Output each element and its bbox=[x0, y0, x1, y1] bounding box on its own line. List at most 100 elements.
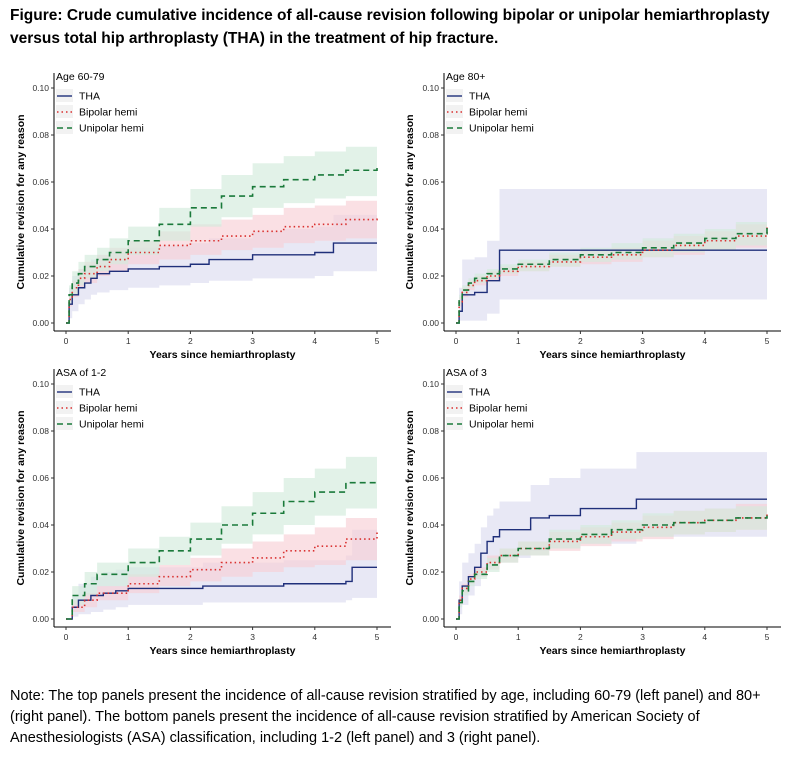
legend-label-tha: THA bbox=[469, 387, 490, 399]
x-tick-label: 5 bbox=[765, 632, 770, 642]
legend-key-bg bbox=[446, 105, 463, 118]
series-line-unipolar-hemi bbox=[456, 515, 768, 620]
legend: THA Bipolar hemi Unipolar hemi bbox=[56, 385, 144, 431]
y-tick-label: 0.02 bbox=[32, 567, 49, 577]
x-tick-label: 1 bbox=[516, 632, 521, 642]
y-axis-title: Cumulative revision for any reason bbox=[404, 410, 416, 585]
y-axis-title: Cumulative revision for any reason bbox=[15, 410, 27, 585]
panel-label: Age 60-79 bbox=[56, 71, 105, 83]
series-line-unipolar-hemi bbox=[66, 167, 378, 324]
ci-band-unipolar-hemi bbox=[66, 454, 377, 619]
y-tick-label: 0.00 bbox=[422, 318, 439, 328]
panel-age-60-79: 0.00 0.02 0.04 0.06 0.08 0.10 0 1 2 3 4 5 Years sinc… bbox=[15, 71, 391, 361]
ci-band-bipolar-hemi bbox=[66, 196, 377, 323]
y-tick-label: 0.00 bbox=[422, 614, 439, 624]
y-tick-label: 0.04 bbox=[422, 224, 439, 234]
x-tick-label: 2 bbox=[578, 632, 583, 642]
series-line-bipolar-hemi bbox=[456, 226, 768, 324]
x-tick-label: 3 bbox=[640, 336, 645, 346]
x-tick-label: 0 bbox=[64, 632, 69, 642]
legend-label-bipolar-hemi: Bipolar hemi bbox=[469, 107, 527, 119]
legend-label-bipolar-hemi: Bipolar hemi bbox=[79, 107, 137, 119]
x-axis-title: Years since hemiarthroplasty bbox=[540, 349, 686, 361]
panel-age-80: 0.00 0.02 0.04 0.06 0.08 0.10 0 1 2 3 4 5 Years sinc… bbox=[404, 71, 781, 361]
legend-key-bg bbox=[446, 401, 463, 414]
x-tick-label: 5 bbox=[375, 632, 380, 642]
y-tick-label: 0.10 bbox=[32, 83, 49, 93]
legend: THA Bipolar hemi Unipolar hemi bbox=[446, 385, 534, 431]
legend-key-bg bbox=[56, 105, 73, 118]
y-tick-label: 0.10 bbox=[32, 379, 49, 389]
y-tick-label: 0.02 bbox=[32, 271, 49, 281]
x-tick-label: 5 bbox=[765, 336, 770, 346]
x-tick-label: 5 bbox=[375, 336, 380, 346]
legend: THA Bipolar hemi Unipolar hemi bbox=[56, 89, 144, 135]
legend-label-bipolar-hemi: Bipolar hemi bbox=[79, 403, 137, 415]
y-axis-title: Cumulative revision for any reason bbox=[15, 114, 27, 289]
x-tick-label: 0 bbox=[64, 336, 69, 346]
y-tick-label: 0.06 bbox=[422, 473, 439, 483]
y-tick-label: 0.08 bbox=[422, 426, 439, 436]
y-tick-label: 0.08 bbox=[422, 130, 439, 140]
x-tick-label: 4 bbox=[312, 336, 317, 346]
x-tick-label: 1 bbox=[126, 632, 131, 642]
x-axis-title: Years since hemiarthroplasty bbox=[540, 645, 686, 657]
y-tick-label: 0.10 bbox=[422, 83, 439, 93]
series-line-unipolar-hemi bbox=[66, 480, 378, 620]
legend-label-tha: THA bbox=[79, 91, 100, 103]
legend-label-unipolar-hemi: Unipolar hemi bbox=[79, 123, 144, 135]
series-line-tha bbox=[456, 498, 767, 620]
ci-band-unipolar-hemi bbox=[456, 205, 767, 323]
y-tick-label: 0.06 bbox=[32, 473, 49, 483]
legend-key-bg bbox=[446, 121, 463, 134]
x-tick-label: 4 bbox=[702, 632, 707, 642]
figure-title: Figure: Crude cumulative incidence of al… bbox=[10, 7, 770, 47]
x-axis-title: Years since hemiarthroplasty bbox=[150, 349, 296, 361]
x-tick-label: 1 bbox=[516, 336, 521, 346]
x-tick-label: 4 bbox=[702, 336, 707, 346]
x-tick-label: 3 bbox=[250, 632, 255, 642]
series-line-tha bbox=[66, 566, 377, 620]
y-tick-label: 0.08 bbox=[32, 426, 49, 436]
series-line-tha bbox=[66, 242, 377, 324]
x-tick-label: 3 bbox=[250, 336, 255, 346]
ci-band-bipolar-hemi bbox=[456, 205, 767, 323]
y-tick-label: 0.08 bbox=[32, 130, 49, 140]
y-tick-label: 0.06 bbox=[32, 177, 49, 187]
x-axis-title: Years since hemiarthroplasty bbox=[150, 645, 296, 657]
y-tick-label: 0.04 bbox=[32, 224, 49, 234]
legend-label-unipolar-hemi: Unipolar hemi bbox=[469, 123, 534, 135]
y-tick-label: 0.04 bbox=[422, 520, 439, 530]
legend-label-tha: THA bbox=[469, 91, 490, 103]
ci-band-unipolar-hemi bbox=[456, 501, 767, 619]
x-tick-label: 4 bbox=[312, 632, 317, 642]
legend-label-bipolar-hemi: Bipolar hemi bbox=[469, 403, 527, 415]
legend-key-bg bbox=[446, 417, 463, 430]
panel-asa-of-3: 0.00 0.02 0.04 0.06 0.08 0.10 0 1 2 3 4 5 Years sinc… bbox=[404, 367, 781, 657]
figure-note: Note: The top panels present the inciden… bbox=[10, 688, 761, 746]
ci-band-unipolar-hemi bbox=[66, 142, 377, 323]
y-tick-label: 0.02 bbox=[422, 271, 439, 281]
y-tick-label: 0.10 bbox=[422, 379, 439, 389]
x-tick-label: 0 bbox=[454, 632, 459, 642]
panel-asa-of-1-2: 0.00 0.02 0.04 0.06 0.08 0.10 0 1 2 3 4 5 Years sinc… bbox=[15, 367, 391, 657]
series-line-unipolar-hemi bbox=[456, 224, 768, 324]
y-axis-title: Cumulative revision for any reason bbox=[404, 114, 416, 289]
y-tick-label: 0.06 bbox=[422, 177, 439, 187]
series-line-bipolar-hemi bbox=[66, 529, 378, 620]
x-tick-label: 0 bbox=[454, 336, 459, 346]
x-tick-label: 3 bbox=[640, 632, 645, 642]
legend-key-bg bbox=[56, 121, 73, 134]
y-tick-label: 0.02 bbox=[422, 567, 439, 577]
panel-label: ASA of 1-2 bbox=[56, 367, 106, 379]
y-tick-label: 0.00 bbox=[32, 318, 49, 328]
legend-label-unipolar-hemi: Unipolar hemi bbox=[469, 419, 534, 431]
x-tick-label: 2 bbox=[188, 632, 193, 642]
legend-label-tha: THA bbox=[79, 387, 100, 399]
x-tick-label: 1 bbox=[126, 336, 131, 346]
panel-label: ASA of 3 bbox=[446, 367, 487, 379]
y-tick-label: 0.00 bbox=[32, 614, 49, 624]
legend: THA Bipolar hemi Unipolar hemi bbox=[446, 89, 534, 135]
legend-label-unipolar-hemi: Unipolar hemi bbox=[79, 419, 144, 431]
